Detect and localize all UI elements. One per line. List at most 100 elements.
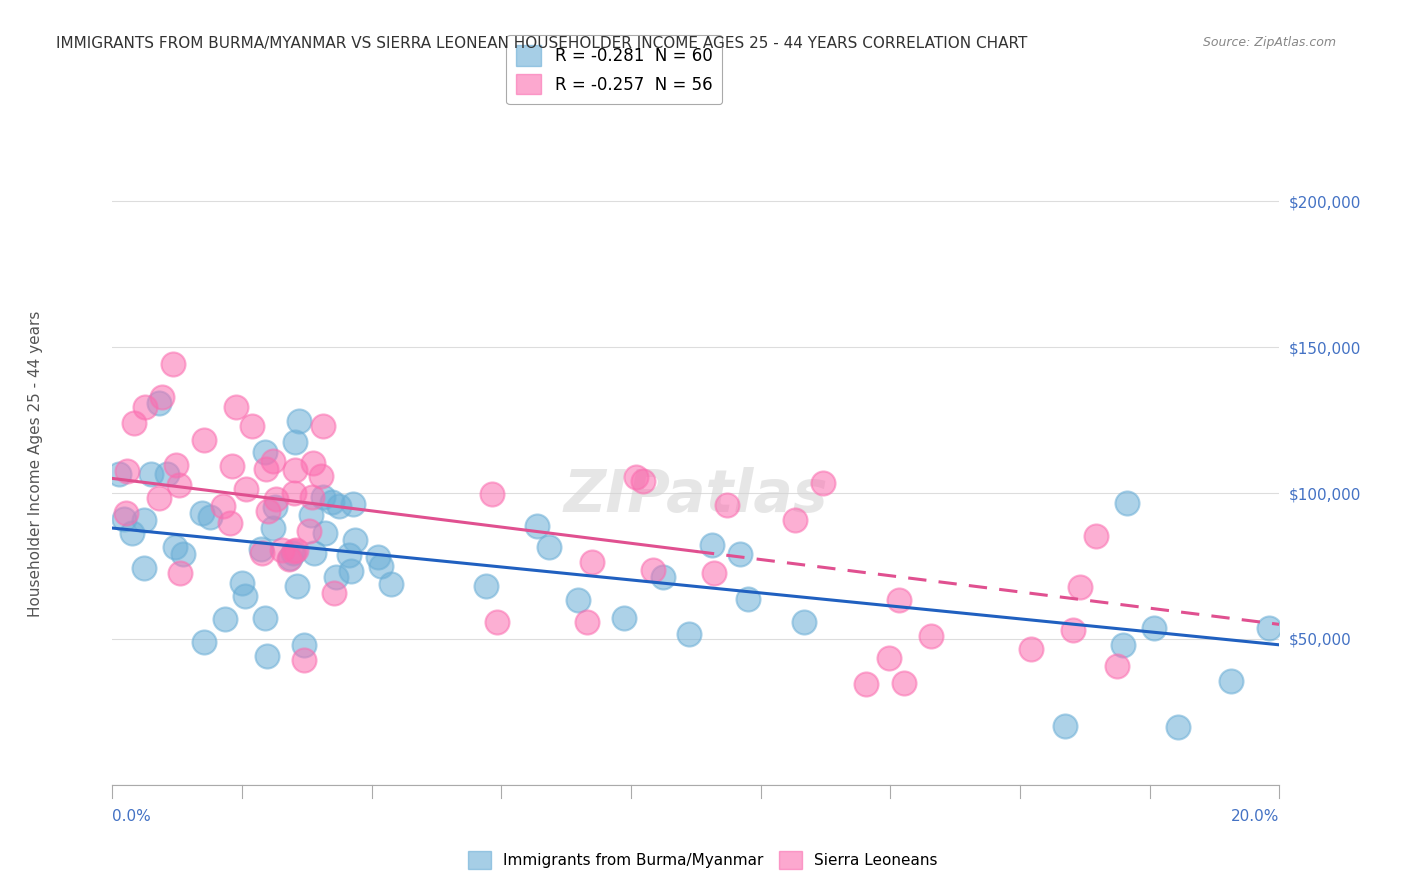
Point — [257, 504, 280, 518]
Point — [370, 559, 392, 574]
Point — [1105, 658, 1128, 673]
Legend: Immigrants from Burma/Myanmar, Sierra Leoneans: Immigrants from Burma/Myanmar, Sierra Le… — [463, 845, 943, 875]
Point — [920, 629, 942, 643]
Point — [581, 555, 603, 569]
Text: ZIPatlas: ZIPatlas — [564, 467, 828, 524]
Point — [284, 435, 307, 450]
Point — [309, 468, 332, 483]
Point — [311, 418, 333, 433]
Point — [1112, 638, 1135, 652]
Point — [193, 635, 215, 649]
Point — [575, 615, 598, 629]
Point — [148, 396, 170, 410]
Point — [283, 545, 305, 559]
Point — [122, 417, 145, 431]
Point — [235, 483, 257, 497]
Point — [344, 533, 367, 547]
Point — [134, 400, 156, 414]
Point — [253, 444, 276, 458]
Point — [1085, 529, 1108, 543]
Point — [325, 570, 347, 584]
Point — [678, 627, 700, 641]
Point — [323, 586, 346, 600]
Point — [264, 491, 287, 506]
Point — [342, 497, 364, 511]
Point — [1069, 580, 1091, 594]
Point — [172, 547, 194, 561]
Point — [148, 491, 170, 505]
Point — [811, 475, 834, 490]
Point — [219, 516, 242, 530]
Point — [112, 511, 135, 525]
Point — [879, 651, 901, 665]
Point — [169, 477, 191, 491]
Point — [613, 611, 636, 625]
Point — [485, 615, 508, 629]
Point — [302, 456, 325, 470]
Point — [1021, 641, 1043, 656]
Point — [311, 490, 333, 504]
Point — [264, 500, 287, 514]
Point — [1053, 719, 1076, 733]
Point — [893, 676, 915, 690]
Point — [233, 589, 256, 603]
Point — [134, 513, 156, 527]
Point — [139, 467, 162, 481]
Point — [299, 508, 322, 523]
Point — [887, 592, 910, 607]
Point — [1257, 621, 1279, 635]
Point — [214, 611, 236, 625]
Point — [270, 542, 292, 557]
Point — [231, 576, 253, 591]
Text: IMMIGRANTS FROM BURMA/MYANMAR VS SIERRA LEONEAN HOUSEHOLDER INCOME AGES 25 - 44 : IMMIGRANTS FROM BURMA/MYANMAR VS SIERRA … — [56, 36, 1028, 51]
Point — [537, 540, 560, 554]
Point — [163, 540, 186, 554]
Point — [240, 418, 263, 433]
Point — [481, 486, 503, 500]
Point — [652, 570, 675, 584]
Point — [475, 579, 498, 593]
Text: Householder Income Ages 25 - 44 years: Householder Income Ages 25 - 44 years — [28, 310, 42, 617]
Point — [287, 579, 309, 593]
Point — [284, 463, 307, 477]
Point — [304, 545, 326, 559]
Point — [225, 401, 247, 415]
Point — [298, 524, 321, 539]
Point — [193, 433, 215, 447]
Point — [152, 390, 174, 404]
Point — [292, 653, 315, 667]
Point — [283, 544, 305, 558]
Point — [855, 677, 877, 691]
Point — [716, 498, 738, 512]
Point — [165, 458, 187, 473]
Point — [283, 485, 305, 500]
Point — [337, 548, 360, 562]
Legend: R = -0.281  N = 60, R = -0.257  N = 56: R = -0.281 N = 60, R = -0.257 N = 56 — [506, 36, 723, 104]
Point — [288, 414, 311, 428]
Point — [115, 464, 138, 478]
Point — [624, 470, 647, 484]
Point — [162, 357, 184, 371]
Point — [262, 521, 284, 535]
Point — [783, 513, 806, 527]
Point — [367, 550, 389, 565]
Point — [380, 576, 402, 591]
Point — [321, 495, 343, 509]
Point — [198, 510, 221, 524]
Point — [301, 490, 323, 504]
Point — [221, 459, 243, 474]
Point — [250, 546, 273, 560]
Text: 20.0%: 20.0% — [1232, 809, 1279, 823]
Text: Source: ZipAtlas.com: Source: ZipAtlas.com — [1202, 36, 1336, 49]
Point — [132, 561, 155, 575]
Point — [253, 611, 276, 625]
Point — [250, 541, 273, 556]
Text: 0.0%: 0.0% — [112, 809, 152, 823]
Point — [115, 506, 138, 520]
Point — [1143, 621, 1166, 635]
Point — [730, 547, 752, 561]
Point — [191, 506, 214, 520]
Point — [1167, 720, 1189, 734]
Point — [262, 454, 284, 468]
Point — [526, 519, 548, 533]
